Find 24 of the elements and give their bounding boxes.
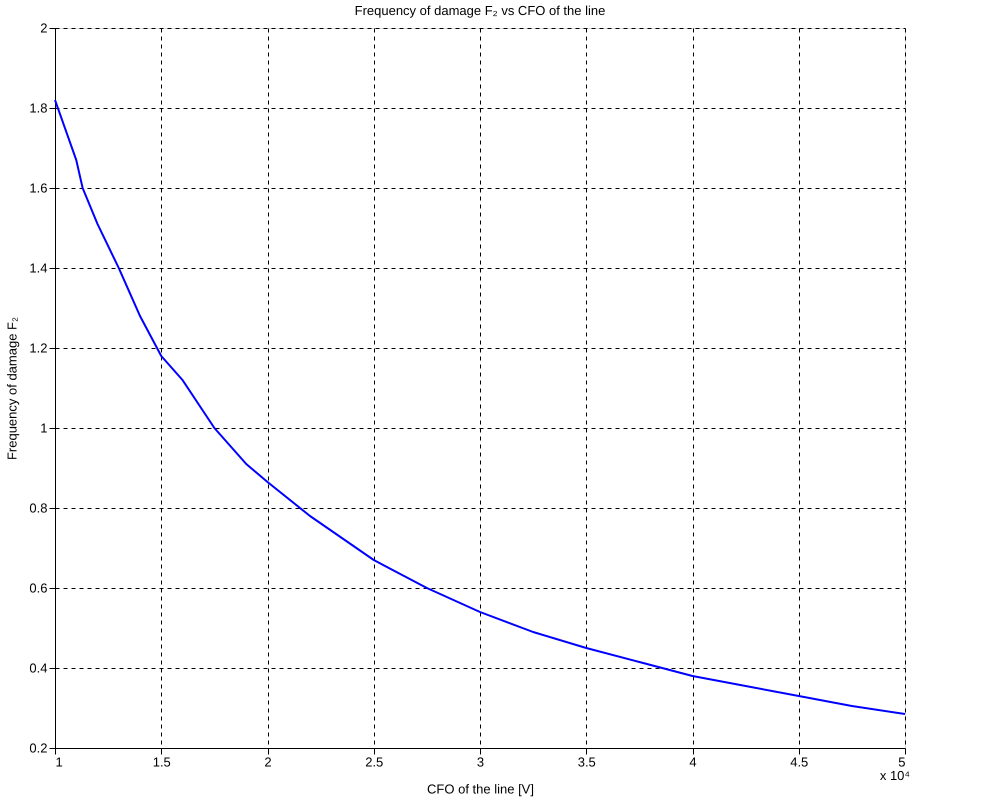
x-tick-label: 2.5 bbox=[365, 754, 384, 770]
chart-title: Frequency of damage F₂ vs CFO of the line bbox=[354, 3, 606, 18]
line-series bbox=[54, 99, 906, 715]
x-tick-label: 4.5 bbox=[790, 754, 808, 770]
y-axis-title: Frequency of damage F₂ bbox=[4, 316, 20, 460]
y-tick-label: 1.2 bbox=[29, 340, 48, 356]
y-tick-label: 0.4 bbox=[29, 660, 48, 676]
y-tick-label: 1.4 bbox=[29, 260, 48, 276]
y-tick-label: 1 bbox=[40, 420, 48, 436]
text: x 10⁴ bbox=[880, 768, 910, 783]
x-tick-label: 2 bbox=[264, 754, 272, 770]
y-tick-label: 0.6 bbox=[29, 580, 48, 596]
x-tick-label: 1.5 bbox=[152, 754, 171, 770]
y-tick-label: 1.6 bbox=[29, 180, 48, 196]
x-tick-label: 1 bbox=[56, 754, 63, 770]
y-tick-label: 0.2 bbox=[29, 740, 48, 756]
x-tick-label: 4 bbox=[689, 754, 697, 770]
x-tick-label: 5 bbox=[898, 754, 906, 770]
y-tick-label: 1.8 bbox=[29, 100, 48, 116]
x-tick-label: 3.5 bbox=[578, 754, 596, 770]
x-tick-label: 3 bbox=[476, 754, 484, 770]
y-tick-label: 2 bbox=[40, 20, 48, 36]
x-axis-title: CFO of the line [V] bbox=[427, 782, 534, 796]
y-tick-label: 0.8 bbox=[29, 500, 48, 516]
